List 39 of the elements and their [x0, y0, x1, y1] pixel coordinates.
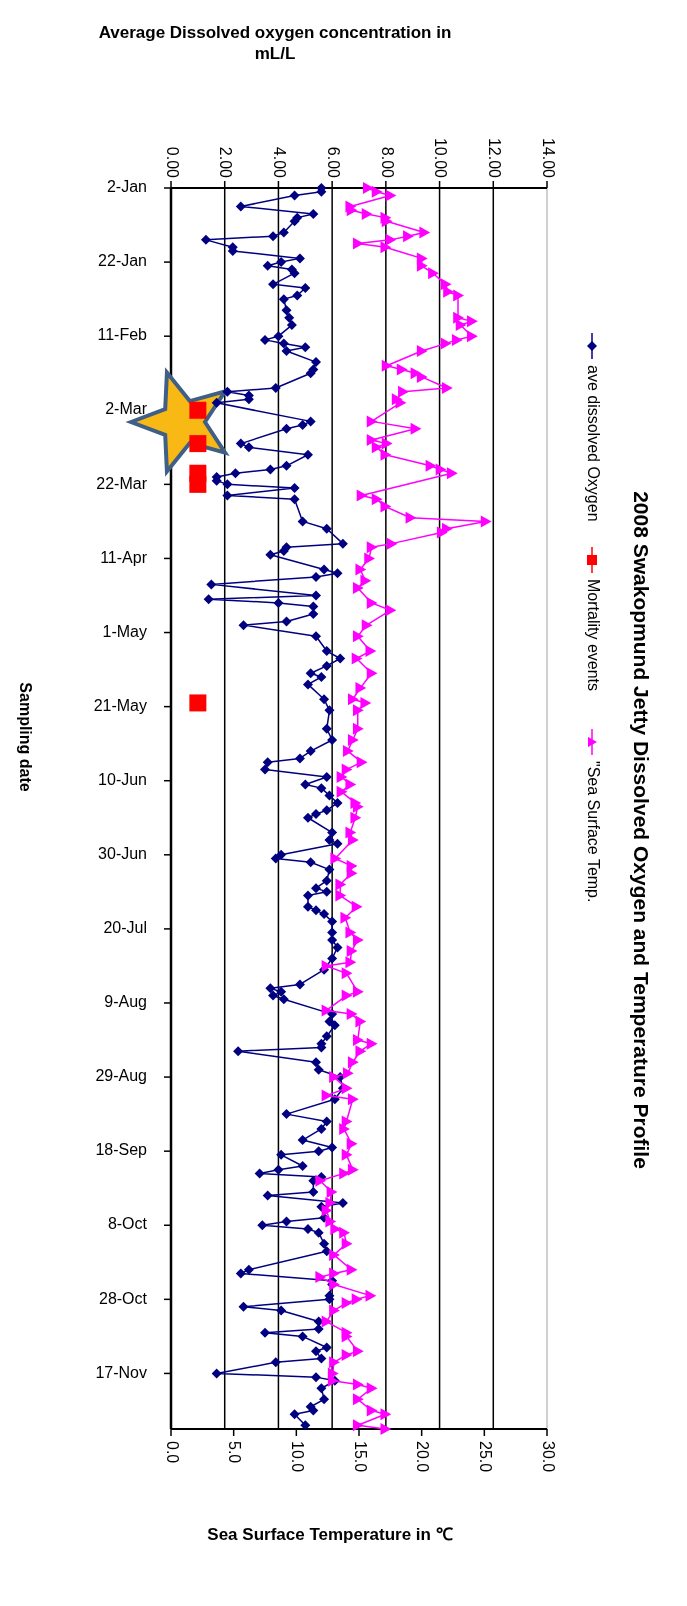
x2-tick-label: 30.0 — [539, 1441, 557, 1473]
y-tick-label: 1-May — [102, 622, 147, 640]
text: 2008 Swakopmund Jetty Dissolved Oxygen and Temperature Profile — [630, 491, 654, 1169]
x2-tick-label: 10.0 — [289, 1441, 307, 1473]
y-axis-title: Sampling date — [16, 682, 34, 792]
x-tick-label: 10.00 — [432, 137, 450, 179]
y-tick-label: 11-Feb — [97, 326, 148, 344]
x-tick-label: 12.00 — [486, 137, 504, 179]
y-tick-label: 28-Oct — [98, 1289, 148, 1307]
x2-tick-label: 5.0 — [226, 1441, 244, 1464]
y-tick-label: 21-May — [93, 696, 147, 714]
legend-label: Mortality events — [584, 579, 602, 692]
x-tick-label: 4.00 — [271, 146, 289, 179]
y-tick-label: 2-Mar — [105, 400, 148, 418]
y-tick-label: 30-Jun — [98, 845, 147, 863]
y-tick-label: 22-Jan — [98, 252, 147, 270]
y-tick-label: 17-Nov — [95, 1363, 147, 1381]
x2-tick-label: 0.0 — [163, 1441, 181, 1464]
x-tick-label: 8.00 — [378, 146, 396, 179]
y-tick-label: 22-Mar — [96, 474, 148, 492]
y-tick-label: 10-Jun — [98, 770, 147, 788]
x-tick-label: 6.00 — [324, 146, 342, 179]
x-tick-label: 0.00 — [163, 146, 181, 179]
y-tick-label: 20-Jul — [103, 919, 147, 937]
y-tick-label: 18-Sep — [95, 1141, 148, 1159]
x-axis-title: Average Dissolved oxygen concentration in mL/L — [98, 23, 452, 63]
x-tick-label: 2.00 — [217, 146, 235, 179]
legend-label: ave dissolved Oxygen — [584, 365, 602, 522]
x2-tick-label: 15.0 — [351, 1441, 369, 1473]
x2-tick-label: 25.0 — [477, 1441, 495, 1473]
y-tick-label: 8-Oct — [107, 1215, 148, 1233]
x2-tick-label: 20.0 — [414, 1441, 432, 1473]
y-tick-label: 29-Aug — [95, 1067, 147, 1085]
y-tick-label: 11-Apr — [100, 548, 148, 566]
y-tick-label: 9-Aug — [104, 993, 147, 1011]
x2-axis-title: Sea Surface Temperature in ℃ — [207, 1525, 453, 1544]
legend-label: "Sea Surface Temp. — [584, 761, 602, 903]
x-tick-label: 14.00 — [539, 137, 557, 179]
y-tick-label: 2-Jan — [106, 178, 147, 196]
